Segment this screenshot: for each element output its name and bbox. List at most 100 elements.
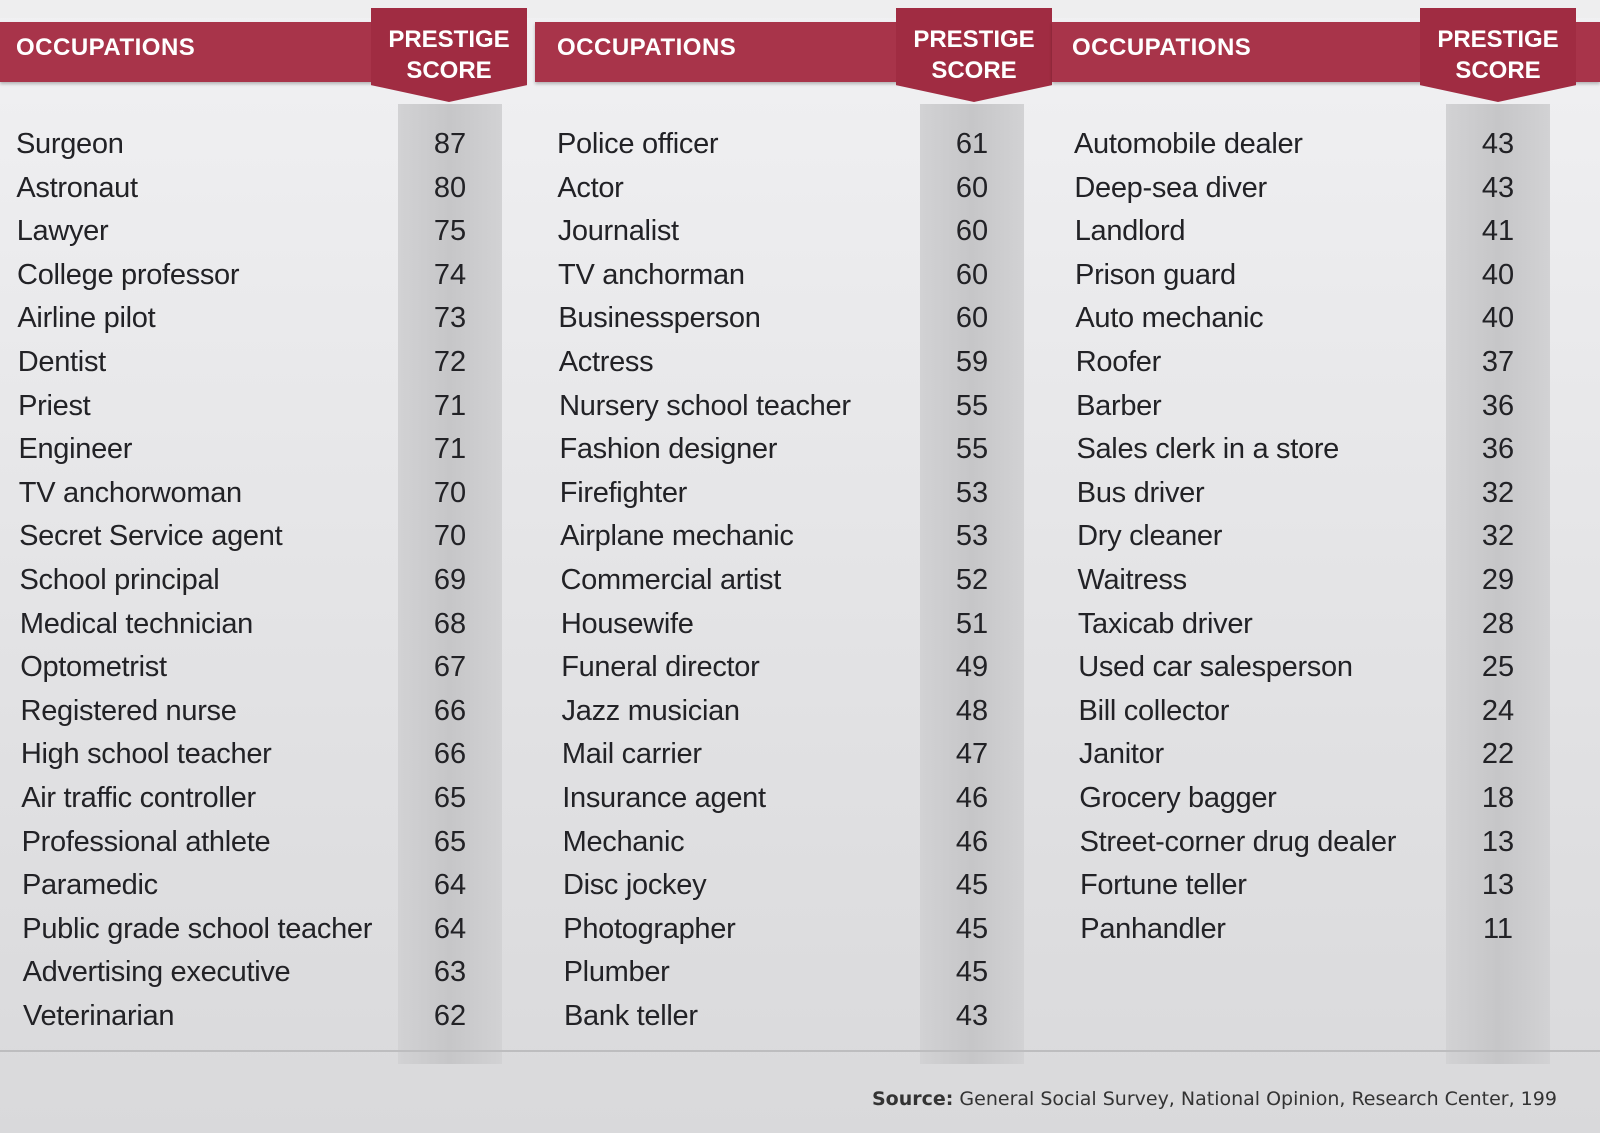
occupation-cell: Advertising executive [22,956,291,989]
score-cell: 71 [433,433,467,466]
score-cell: 28 [1481,607,1515,640]
occupation-cell: Businessperson [558,302,761,335]
occupation-cell: Janitor [1078,738,1164,771]
table-row: Businessperson 60 [535,296,1035,340]
table-panel-3: OCCUPATIONS PRESTIGE SCORE Automobile de… [1052,8,1600,1068]
table-row: Dry cleaner 32 [1052,514,1552,558]
occupation-cell: Air traffic controller [21,782,256,814]
occupation-cell: Funeral director [561,651,760,684]
table-row: Funeral director 49 [535,645,1035,689]
table-row: School principal 69 [0,558,500,602]
table-row: Astronaut 80 [0,166,500,210]
occupation-cell: Fortune teller [1079,869,1247,902]
table-row: Actress 59 [535,340,1035,384]
occupation-cell: Used car salesperson [1078,651,1353,684]
table-row: Optometrist 67 [0,645,500,689]
table-row: Bank teller 43 [535,994,1035,1038]
occupation-cell: Roofer [1075,346,1162,378]
score-cell: 36 [1481,389,1515,422]
score-cell: 69 [433,564,467,596]
score-cell: 71 [433,389,467,422]
table-row: Automobile dealer 43 [1052,122,1552,166]
top-strip [0,0,1600,18]
table-row: Grocery bagger 18 [1052,776,1552,820]
occupation-cell: TV anchorwoman [18,476,242,509]
table-row: Bill collector 24 [1052,689,1552,733]
score-cell: 60 [955,215,989,248]
occupation-cell: Airplane mechanic [560,520,794,553]
occupation-cell: Veterinarian [23,1000,175,1032]
table-row: Professional athlete 65 [0,820,500,864]
score-cell: 72 [433,346,467,378]
table-row: Police officer 61 [535,122,1035,166]
score-cell: 48 [955,694,989,727]
score-cell: 40 [1481,258,1515,291]
score-cell: 25 [1481,651,1515,684]
occupation-cell: TV anchorman [558,258,745,291]
table-row: Air traffic controller 65 [0,776,500,820]
table-row: Plumber 45 [535,950,1035,994]
table-row: Housewife 51 [535,602,1035,646]
score-cell: 37 [1481,346,1515,378]
table-row: Jazz musician 48 [535,689,1035,733]
occupation-cell: Actress [558,346,654,378]
table-row: Disc jockey 45 [535,863,1035,907]
score-cell: 80 [433,171,467,204]
score-cell: 64 [433,912,467,945]
score-cell: 65 [433,782,467,814]
occupation-cell: Taxicab driver [1077,607,1253,640]
table-row: Mechanic 46 [535,820,1035,864]
table-panel-2: OCCUPATIONS PRESTIGE SCORE Police office… [535,8,1052,1068]
score-cell: 24 [1481,694,1515,727]
score-cell: 68 [433,607,467,640]
score-cell: 18 [1481,782,1515,814]
score-cell: 32 [1481,520,1515,553]
score-cell: 49 [955,651,989,684]
occupation-cell: Deep-sea diver [1074,171,1267,204]
occupation-cell: Panhandler [1080,912,1226,945]
score-cell: 55 [955,389,989,422]
score-cell: 13 [1481,869,1515,902]
table-row: Advertising executive 63 [0,950,500,994]
table-row: Secret Service agent 70 [0,514,500,558]
score-cell: 41 [1481,215,1515,248]
source-text: General Social Survey, National Opinion,… [953,1088,1557,1110]
score-cell: 75 [433,215,467,248]
occupations-header: OCCUPATIONS [557,34,737,61]
occupation-cell: Photographer [563,912,736,945]
occupation-cell: Engineer [18,433,133,466]
table-row: Paramedic 64 [0,863,500,907]
score-cell: 22 [1481,738,1515,771]
occupation-cell: Public grade school teacher [22,912,373,945]
table-row: Roofer 37 [1052,340,1552,384]
table-row: Airplane mechanic 53 [535,514,1035,558]
occupation-cell: Medical technician [19,607,254,640]
table-row: Sales clerk in a store 36 [1052,427,1552,471]
occupation-cell: Waitress [1077,564,1188,596]
occupation-cell: Surgeon [16,128,124,160]
score-column-stripe [920,104,1024,1064]
table-row: Janitor 22 [1052,732,1552,776]
table-row: Dentist 72 [0,340,500,384]
score-cell: 46 [955,782,989,814]
table-row: Nursery school teacher 55 [535,384,1035,428]
source-label: Source: [872,1088,954,1110]
prestige-score-header: PRESTIGE SCORE [896,8,1052,102]
table-row: Fashion designer 55 [535,427,1035,471]
occupation-cell: Journalist [557,215,679,248]
score-cell: 60 [955,171,989,204]
divider [0,1050,1600,1052]
score-cell: 63 [433,956,467,989]
score-cell: 74 [433,258,467,291]
occupation-cell: Dry cleaner [1077,520,1223,553]
score-cell: 43 [955,1000,989,1032]
score-cell: 60 [955,302,989,335]
prestige-score-header: PRESTIGE SCORE [1420,8,1576,102]
score-cell: 53 [955,520,989,553]
score-cell: 11 [1482,912,1514,945]
source-note: Source: General Social Survey, National … [872,1088,1557,1110]
occupation-cell: Street-corner drug dealer [1079,825,1397,858]
occupation-cell: Insurance agent [562,782,766,814]
occupation-cell: Barber [1076,389,1162,422]
